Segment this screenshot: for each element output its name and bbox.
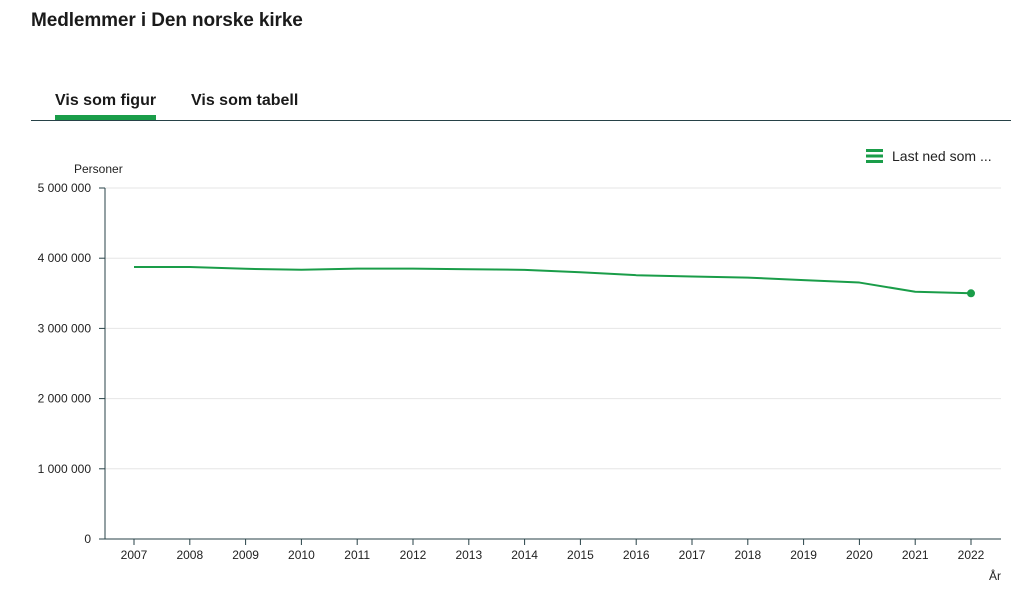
y-tick-label: 4 000 000: [38, 251, 92, 265]
menu-icon: [866, 149, 883, 163]
y-tick-label: 0: [84, 532, 91, 546]
series: [134, 266, 975, 298]
x-tick-label: 2018: [734, 548, 761, 562]
x-tick-label: 2008: [176, 548, 203, 562]
view-tabs: Vis som figur Vis som tabell: [31, 90, 1011, 121]
y-tick-label: 1 000 000: [38, 462, 92, 476]
y-tick-label: 2 000 000: [38, 392, 92, 406]
x-tick-label: 2011: [344, 548, 370, 562]
download-label: Last ned som ...: [892, 148, 992, 164]
y-tick-label: 5 000 000: [38, 181, 92, 195]
download-menu-button[interactable]: Last ned som ...: [866, 148, 992, 164]
x-tick-label: 2019: [790, 548, 817, 562]
tick-labels: 0 1 000 000 2 000 000 3 000 000 4 000 000 5 0…: [38, 181, 985, 562]
y-tick-label: 3 000 000: [38, 321, 92, 335]
x-tick-label: 2017: [679, 548, 706, 562]
x-axis-title: År: [989, 568, 1001, 583]
x-tick-label: 2009: [232, 548, 259, 562]
x-tick-label: 2015: [567, 548, 594, 562]
x-tick-label: 2021: [902, 548, 929, 562]
x-tick-label: 2013: [455, 548, 482, 562]
x-tick-label: 2014: [511, 548, 538, 562]
grid-lines: [105, 187, 1001, 470]
series-line: [134, 266, 972, 295]
tab-table[interactable]: Vis som tabell: [191, 92, 299, 109]
x-tick-label: 2007: [121, 548, 148, 562]
x-tick-label: 2022: [958, 548, 985, 562]
page-title: Medlemmer i Den norske kirke: [31, 10, 303, 31]
x-tick-label: 2016: [623, 548, 650, 562]
x-tick-label: 2010: [288, 548, 315, 562]
axes: [99, 187, 1001, 545]
last-data-point-marker: [967, 289, 975, 298]
y-axis-title: Personer: [74, 162, 123, 176]
x-tick-label: 2020: [846, 548, 873, 562]
tab-figure[interactable]: Vis som figur: [55, 92, 157, 120]
x-tick-label: 2012: [400, 548, 427, 562]
